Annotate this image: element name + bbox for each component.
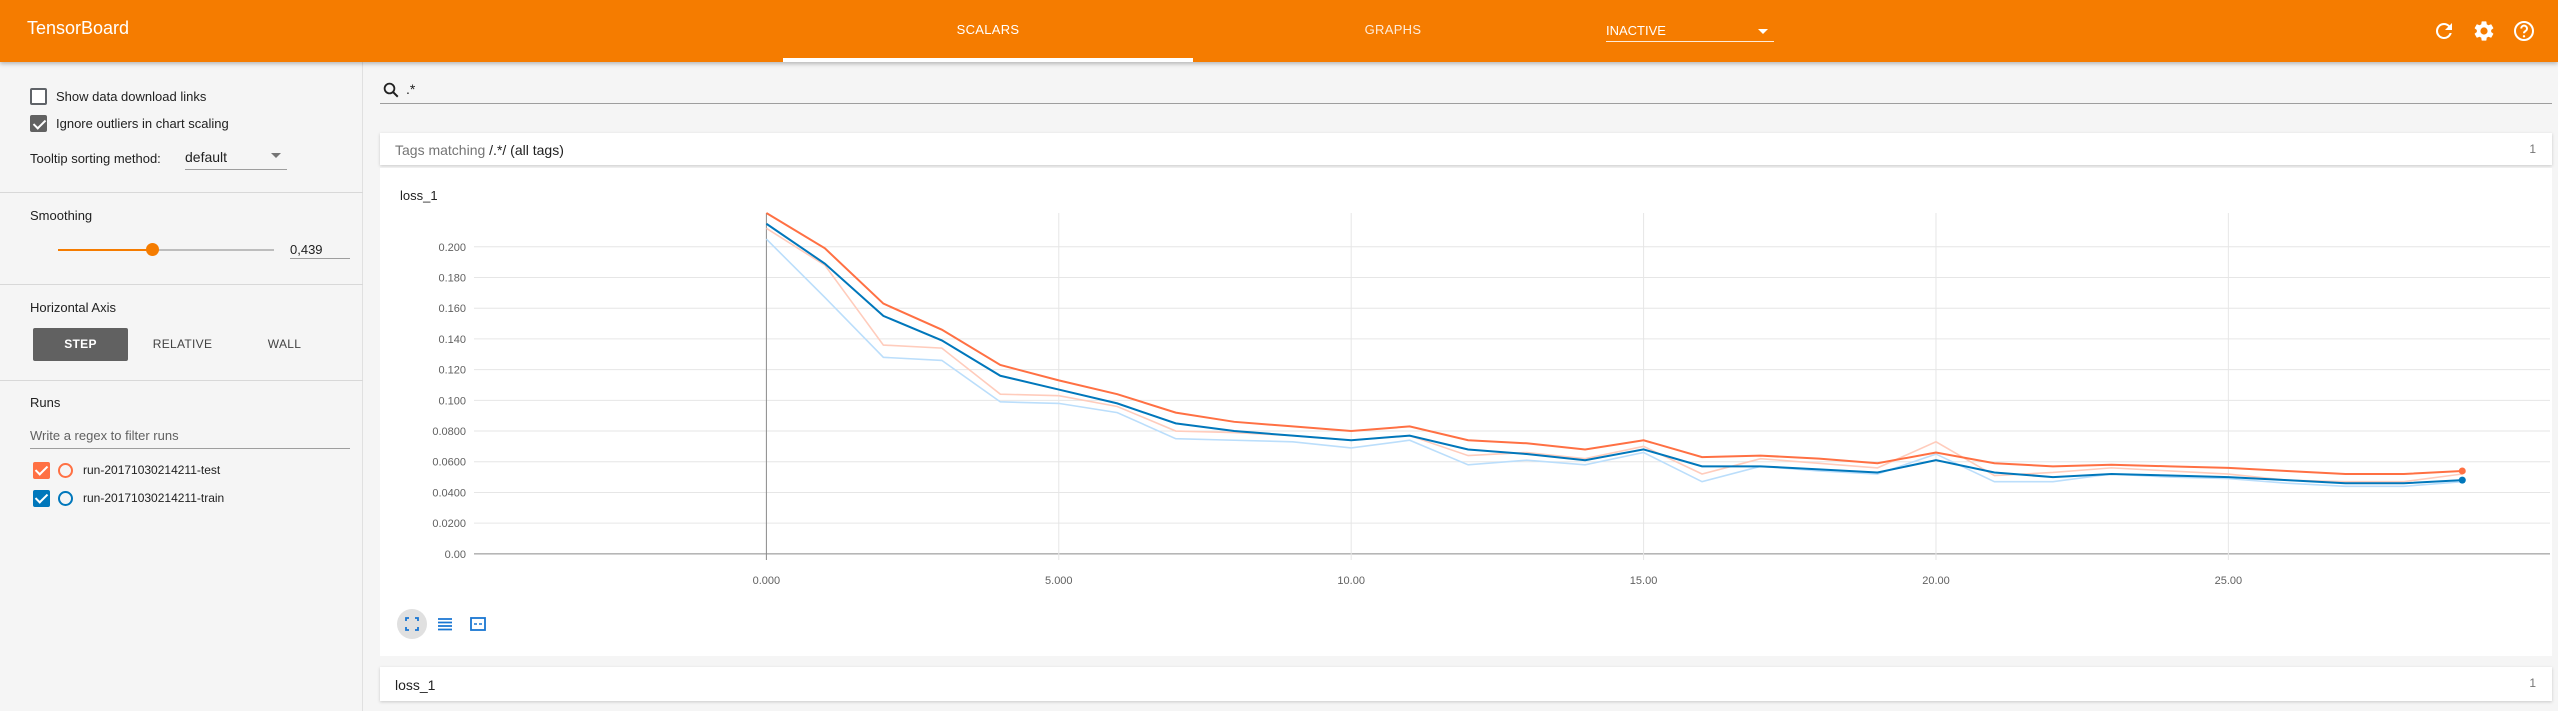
- axis-wall-button[interactable]: WALL: [267, 337, 302, 351]
- toggle-log-scale-button[interactable]: [430, 609, 460, 639]
- run-test-label: run-20171030214211-test: [83, 463, 221, 477]
- tag-group-suffix: (all tags): [506, 142, 564, 158]
- ignore-outliers-checkbox[interactable]: [30, 115, 47, 132]
- axis-relative-button[interactable]: RELATIVE: [152, 337, 213, 351]
- inactive-dashboards-select[interactable]: INACTIVE: [1606, 18, 1774, 42]
- app-title[interactable]: TensorBoard: [27, 18, 130, 38]
- x-tick-label: 0.000: [753, 575, 781, 587]
- chart-title: loss_1: [400, 188, 438, 203]
- chart-footer-card[interactable]: loss_1 1: [380, 667, 2552, 701]
- chart-footer-title: loss_1: [395, 677, 436, 693]
- runs-heading: Runs: [30, 395, 61, 410]
- series-train-end-point: [2458, 476, 2466, 484]
- y-tick-label: 0.160: [438, 303, 466, 315]
- tag-group-regex: /.*/: [489, 142, 507, 158]
- smoothing-slider[interactable]: [58, 243, 274, 256]
- help-icon[interactable]: [2512, 19, 2536, 43]
- series-test-end-point: [2458, 467, 2466, 475]
- tab-scalars[interactable]: SCALARS: [956, 22, 1020, 37]
- selection-icon: [470, 617, 486, 631]
- y-tick-label: 0.100: [438, 395, 466, 407]
- active-tab-indicator: [783, 58, 1193, 62]
- smoothing-value-input[interactable]: 0,439: [290, 237, 350, 259]
- divider: [0, 192, 363, 193]
- run-train-checkbox[interactable]: [33, 490, 50, 507]
- series-test-line: [765, 212, 2463, 476]
- tooltip-sorting-select[interactable]: default: [185, 145, 287, 170]
- tab-graphs[interactable]: GRAPHS: [1364, 22, 1422, 37]
- download-chart-button[interactable]: [463, 609, 493, 639]
- series-train-line: [765, 222, 2463, 485]
- smoothing-slider-thumb[interactable]: [146, 243, 159, 256]
- fit-domain-button[interactable]: [397, 609, 427, 639]
- tooltip-sorting-value: default: [185, 149, 228, 165]
- x-tick-label: 10.00: [1337, 575, 1365, 587]
- tag-group-count: 1: [2529, 142, 2536, 156]
- chart-card: loss_1 0.00 0.0200 0.0400 0.0600 0.0800 0.100…: [380, 168, 2552, 656]
- x-tick-label: 20.00: [1922, 575, 1950, 587]
- show-download-links-label: Show data download links: [56, 89, 207, 104]
- tag-filter-search[interactable]: .*: [380, 78, 2552, 104]
- x-tick-label: 25.00: [2215, 575, 2243, 587]
- series-test-raw-line: [765, 227, 2463, 483]
- show-download-links-checkbox[interactable]: [30, 88, 47, 105]
- menu-icon: [438, 618, 452, 631]
- fit-domain-icon: [405, 617, 419, 631]
- smoothing-heading: Smoothing: [30, 208, 93, 223]
- tag-group-prefix: Tags matching: [395, 142, 490, 158]
- y-tick-label: 0.120: [438, 365, 466, 377]
- run-train-color-indicator: [58, 491, 73, 506]
- horizontal-axis-heading: Horizontal Axis: [30, 300, 116, 315]
- search-icon: [382, 81, 400, 104]
- run-train-label: run-20171030214211-train: [83, 491, 225, 505]
- chart-footer-count: 1: [2529, 676, 2536, 690]
- loss-chart[interactable]: 0.00 0.0200 0.0400 0.0600 0.0800 0.100 0.120 0.…: [380, 168, 2552, 608]
- divider: [0, 380, 363, 381]
- axis-step-button[interactable]: STEP: [33, 328, 128, 361]
- run-test-color-indicator: [58, 463, 73, 478]
- y-tick-label: 0.0600: [432, 457, 466, 469]
- search-input[interactable]: .*: [406, 81, 416, 97]
- inactive-select-label: INACTIVE: [1606, 23, 1666, 38]
- y-tick-label: 0.00: [445, 549, 466, 561]
- chevron-down-icon: [271, 153, 281, 158]
- y-tick-label: 0.200: [438, 242, 466, 254]
- run-test-checkbox[interactable]: [33, 462, 50, 479]
- y-tick-label: 0.140: [438, 334, 466, 346]
- x-tick-label: 5.000: [1045, 575, 1073, 587]
- smoothing-slider-fill: [58, 249, 153, 251]
- runs-filter-field[interactable]: [30, 428, 350, 443]
- refresh-icon[interactable]: [2432, 19, 2456, 43]
- x-tick-label: 15.00: [1630, 575, 1658, 587]
- y-tick-label: 0.0200: [432, 518, 466, 530]
- runs-filter-input[interactable]: [30, 427, 350, 449]
- tag-group-title: Tags matching /.*/ (all tags): [395, 142, 564, 158]
- divider: [0, 284, 363, 285]
- ignore-outliers-label: Ignore outliers in chart scaling: [56, 116, 229, 131]
- top-bar: TensorBoard SCALARS GRAPHS INACTIVE: [0, 0, 2558, 62]
- y-tick-label: 0.0800: [432, 426, 466, 438]
- sidebar: Show data download links Ignore outliers…: [0, 62, 363, 711]
- tag-group-header[interactable]: Tags matching /.*/ (all tags) 1: [380, 133, 2552, 165]
- y-tick-label: 0.0400: [432, 487, 466, 499]
- chevron-down-icon: [1758, 29, 1768, 34]
- settings-icon[interactable]: [2472, 19, 2496, 43]
- series-train-raw-line: [765, 238, 2463, 488]
- y-tick-label: 0.180: [438, 272, 466, 284]
- tooltip-sorting-label: Tooltip sorting method:: [30, 151, 161, 166]
